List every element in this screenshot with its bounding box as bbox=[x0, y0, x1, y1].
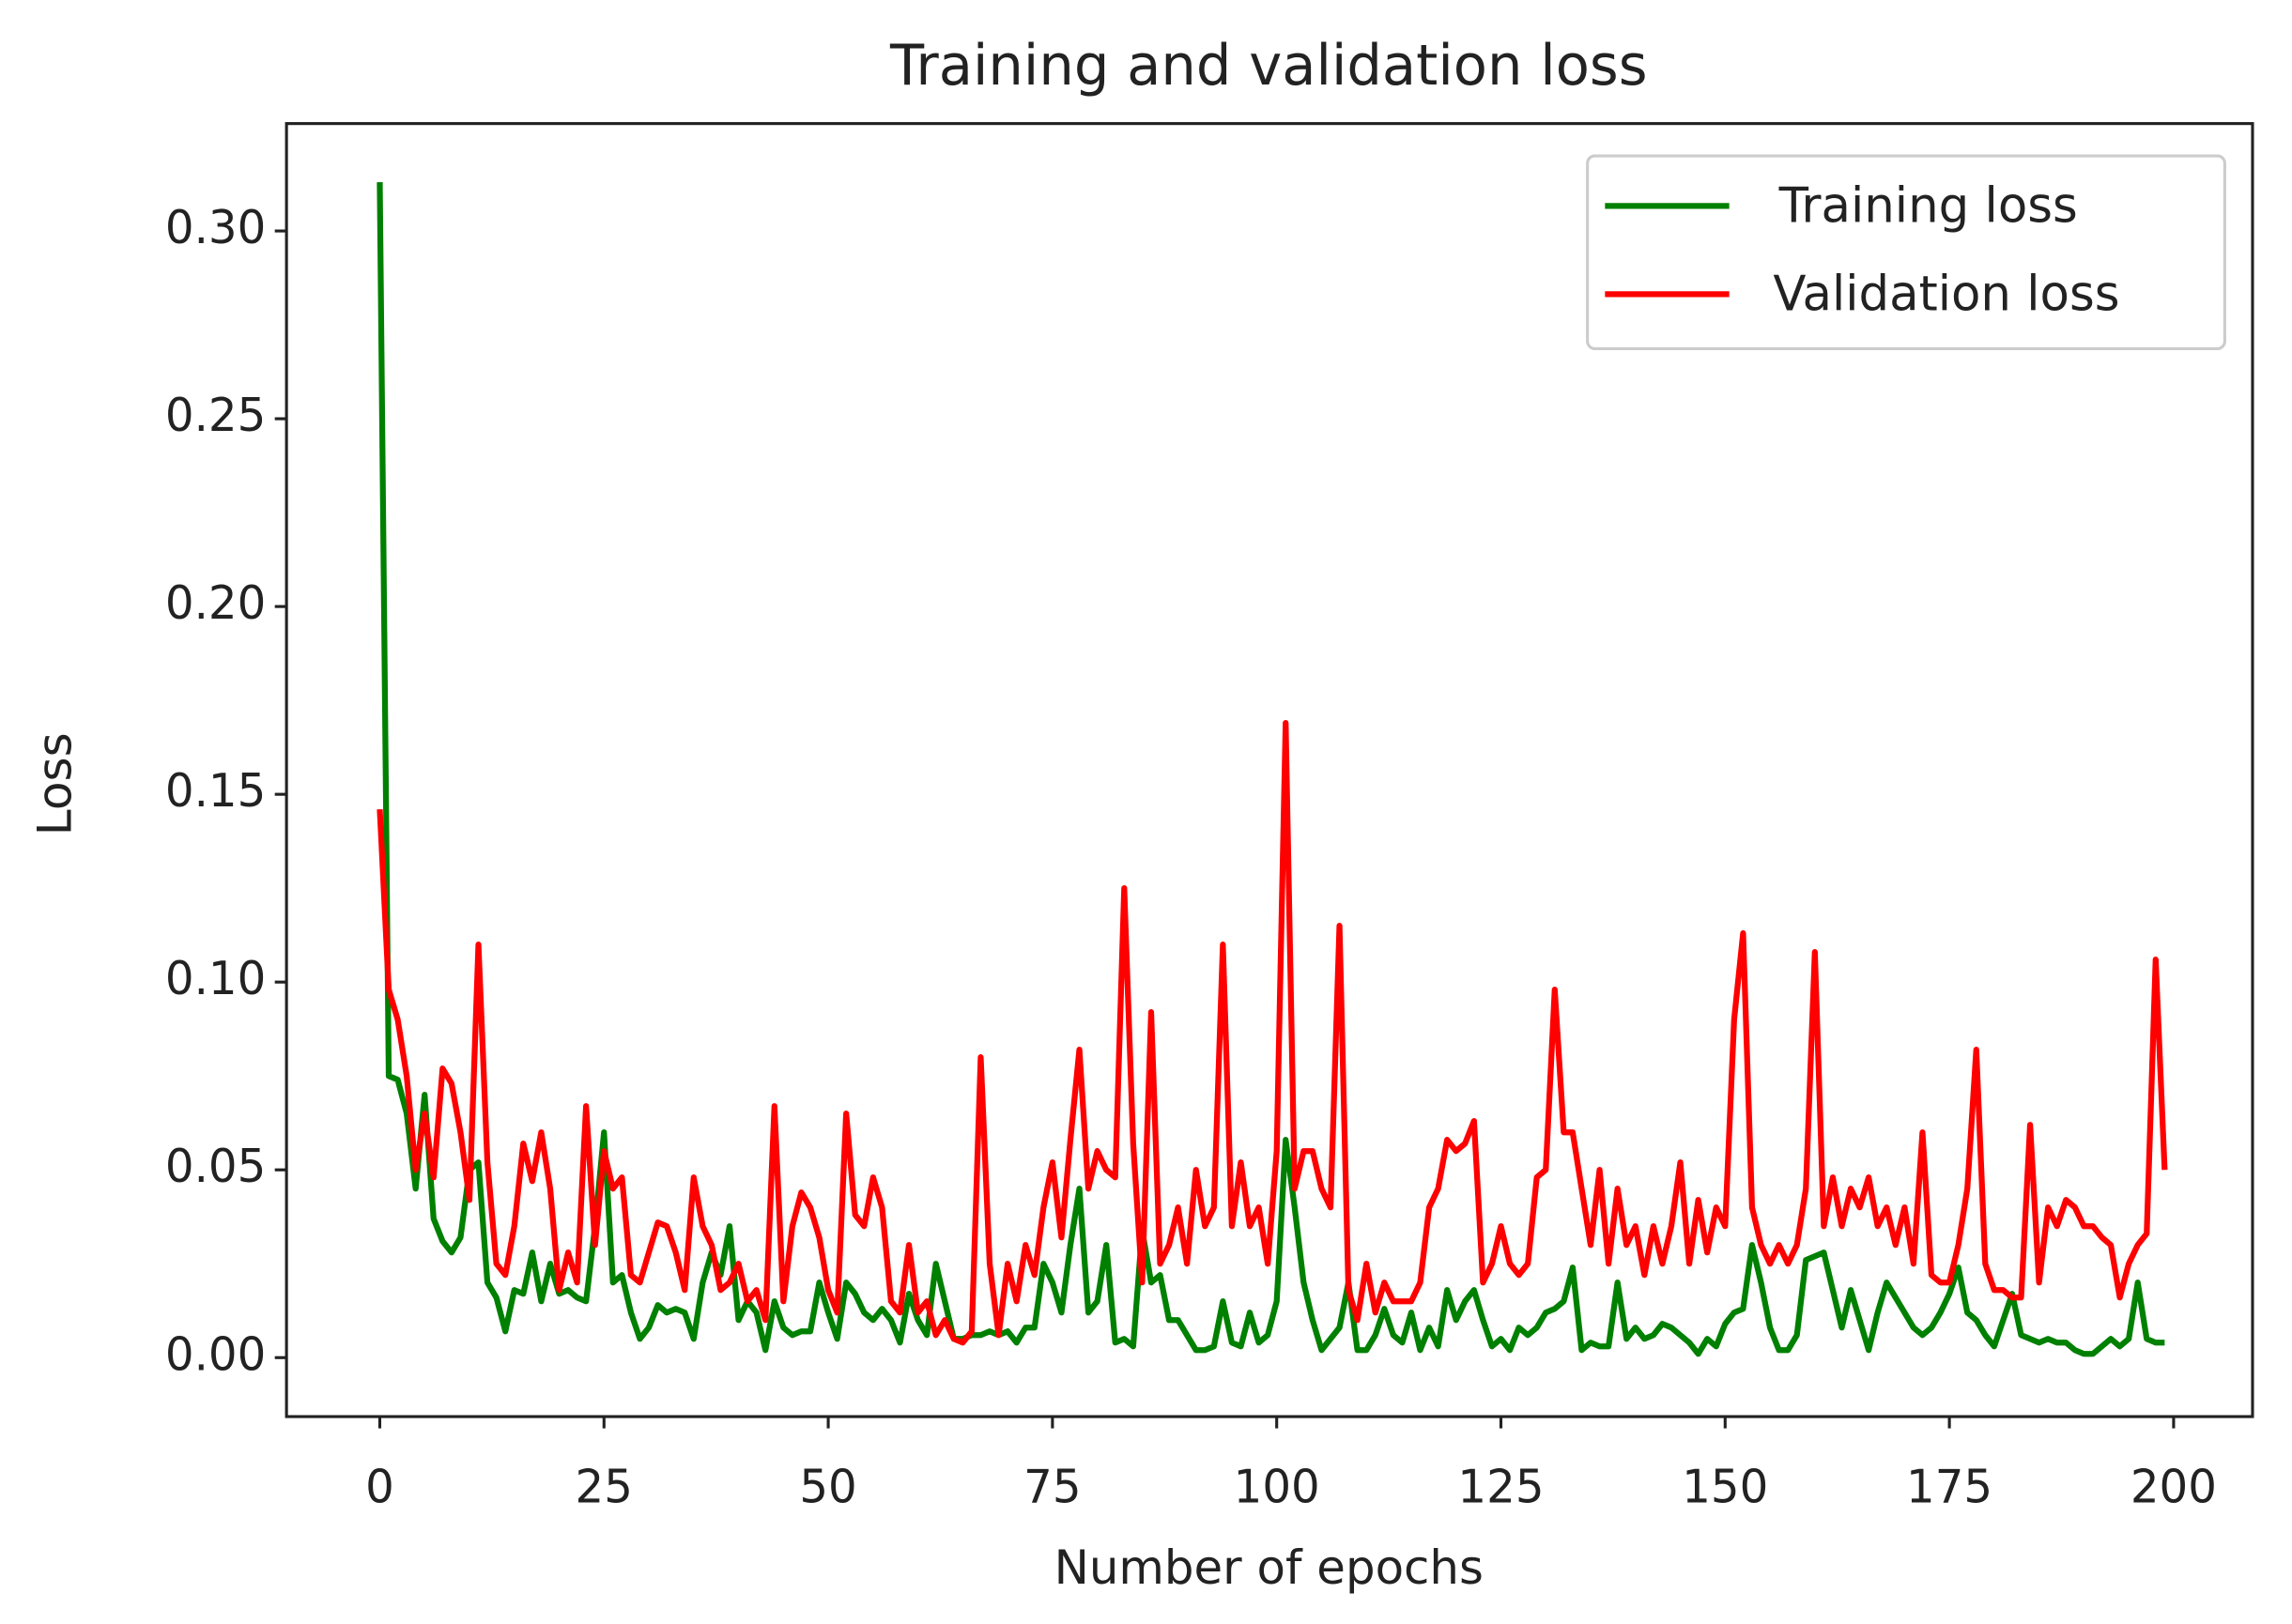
y-tick-label: 0.15 bbox=[165, 765, 266, 818]
chart-title: Training and validation loss bbox=[889, 33, 1648, 98]
y-tick-label: 0.05 bbox=[165, 1141, 266, 1193]
legend-label: Validation loss bbox=[1773, 266, 2119, 322]
legend-box bbox=[1586, 154, 2226, 350]
x-tick-label: 200 bbox=[2130, 1461, 2217, 1513]
y-tick-label: 0.20 bbox=[165, 577, 266, 630]
x-tick-label: 75 bbox=[1023, 1461, 1081, 1513]
legend-label: Training loss bbox=[1778, 177, 2078, 234]
data-line bbox=[377, 182, 2165, 1357]
y-axis-label: Loss bbox=[28, 732, 83, 835]
x-tick-label: 100 bbox=[1234, 1461, 1320, 1513]
y-tick-label: 0.10 bbox=[165, 953, 266, 1005]
x-tick-label: 0 bbox=[365, 1461, 394, 1513]
x-axis-label: Number of epochs bbox=[1054, 1540, 1484, 1595]
x-tick-label: 175 bbox=[1906, 1461, 1992, 1513]
y-tick-label: 0.00 bbox=[165, 1328, 266, 1381]
y-tick-label: 0.30 bbox=[165, 202, 266, 254]
axes-frame bbox=[285, 122, 2254, 1418]
x-tick-label: 125 bbox=[1457, 1461, 1544, 1513]
x-tick-label: 25 bbox=[576, 1461, 633, 1513]
x-tick-label: 50 bbox=[799, 1461, 856, 1513]
y-tick-label: 0.25 bbox=[165, 390, 266, 442]
x-tick-label: 150 bbox=[1682, 1461, 1768, 1513]
data-line bbox=[377, 719, 2168, 1346]
